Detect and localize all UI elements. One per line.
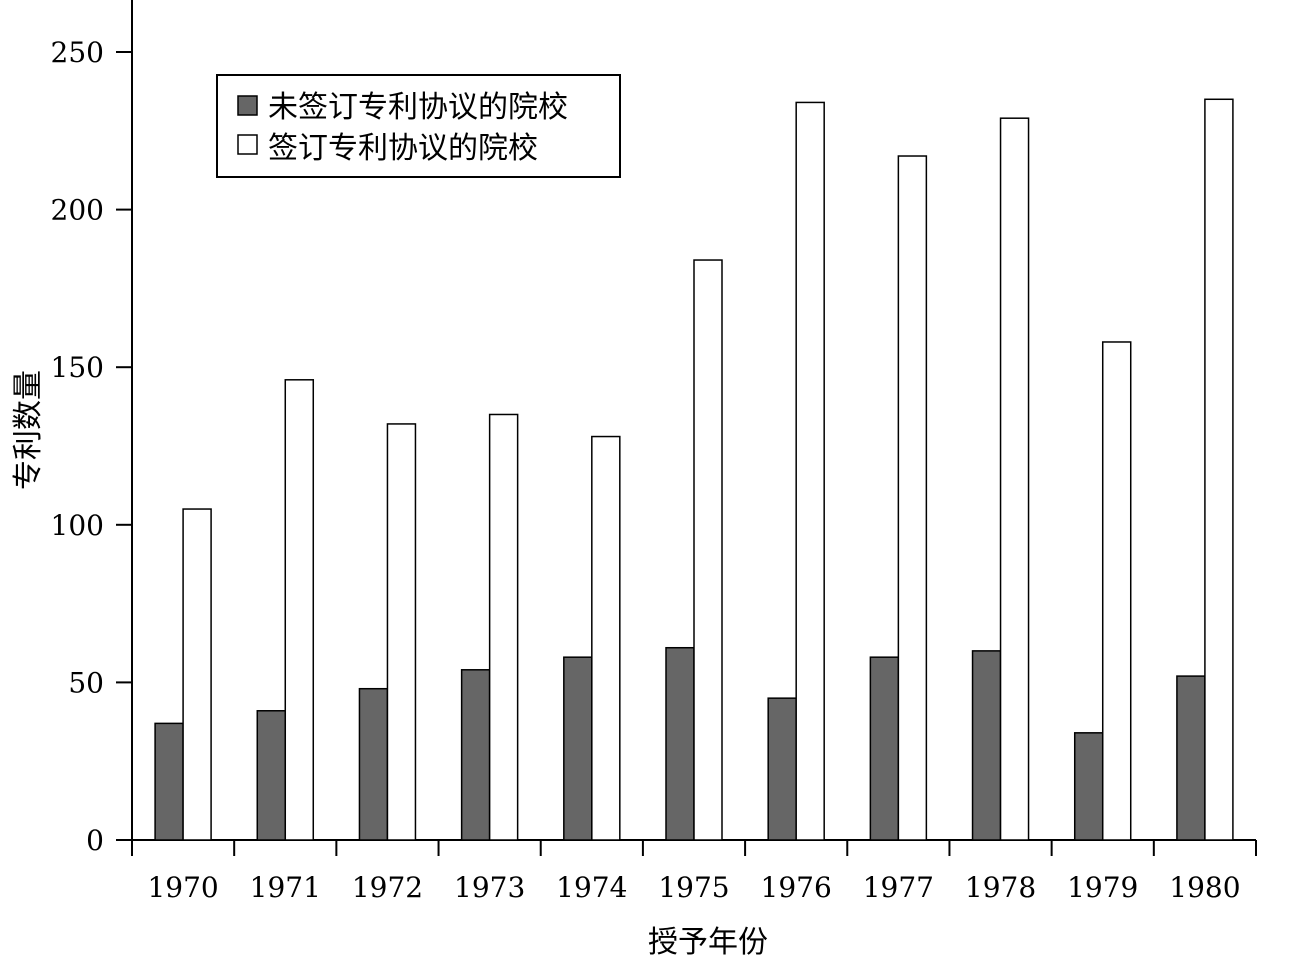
bar-series-2 <box>1204 98 1234 841</box>
y-axis-title: 专利数量 <box>11 370 46 490</box>
bar-series-2 <box>693 259 723 841</box>
bar-series-1 <box>256 710 287 841</box>
x-tick-label: 1974 <box>556 871 627 904</box>
x-tick-label: 1978 <box>965 871 1036 904</box>
bar-series-2 <box>897 155 928 841</box>
legend-label-series-1: 未签订专利协议的院校 <box>268 90 568 125</box>
bar-series-1 <box>1073 732 1104 841</box>
bar-series-2 <box>284 379 315 841</box>
bar-series-2 <box>1101 341 1132 841</box>
x-tick-label: 1972 <box>352 871 423 904</box>
legend-swatch-series-2 <box>237 134 258 155</box>
y-tick-label: 200 <box>51 194 104 227</box>
legend-swatch-series-1 <box>237 95 258 116</box>
bar-series-1 <box>665 646 695 841</box>
y-tick-label: 0 <box>86 824 104 857</box>
bar-series-1 <box>1176 675 1206 841</box>
bar-series-1 <box>154 722 184 841</box>
x-tick-label: 1977 <box>863 871 934 904</box>
bar-series-2 <box>182 508 212 841</box>
bar-series-2 <box>999 117 1030 841</box>
x-tick-label: 1979 <box>1067 871 1138 904</box>
x-tick-label: 1973 <box>454 871 525 904</box>
ticks: 0 50 100 150 200 250 1970 1971 1972 1973 1974 1975 1… <box>51 36 1257 904</box>
legend-label-series-2: 签订专利协议的院校 <box>268 131 538 166</box>
bars <box>154 98 1234 841</box>
x-tick-label: 1971 <box>250 871 321 904</box>
bar-series-1 <box>563 656 593 841</box>
x-tick-label: 1980 <box>1169 871 1240 904</box>
bar-series-2 <box>591 435 621 841</box>
y-tick-label: 150 <box>51 351 104 384</box>
x-tick-label: 1975 <box>658 871 729 904</box>
legend: 未签订专利协议的院校 签订专利协议的院校 <box>216 74 621 178</box>
x-axis-title: 授予年份 <box>648 925 768 959</box>
x-tick-label: 1976 <box>761 871 832 904</box>
x-tick-label: 1970 <box>147 871 218 904</box>
bar-series-1 <box>869 656 900 841</box>
y-tick-label: 250 <box>51 36 104 69</box>
bar-series-1 <box>460 669 491 841</box>
bar-series-2 <box>386 423 417 841</box>
y-tick-label: 50 <box>68 666 104 699</box>
legend-box <box>216 74 621 178</box>
bar-series-1 <box>971 650 1002 841</box>
bar-series-1 <box>358 687 389 841</box>
y-tick-label: 100 <box>51 509 104 542</box>
bar-series-2 <box>795 101 825 841</box>
bar-series-1 <box>767 697 797 841</box>
bar-series-2 <box>488 413 519 841</box>
